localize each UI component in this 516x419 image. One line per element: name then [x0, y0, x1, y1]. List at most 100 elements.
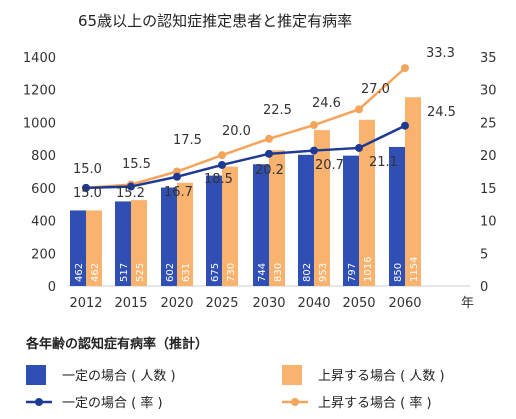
line-label-constant: 16.7: [164, 185, 193, 200]
x-tick-label: 2025: [205, 296, 238, 311]
right-tick-label: 5: [480, 247, 488, 262]
line-label-constant: 18.5: [204, 172, 233, 187]
right-axis-ticks: 0 5 10 15 20 25 30 35: [480, 51, 497, 295]
bar-rising: [269, 150, 285, 286]
line-label-rising: 15.5: [122, 157, 151, 172]
bar-label-rising: 631: [181, 263, 192, 282]
right-tick-label: 25: [480, 116, 497, 131]
point-constant: [310, 146, 318, 155]
point-constant: [82, 183, 90, 192]
line-label-constant: 20.2: [255, 163, 284, 178]
bar-constant: [206, 175, 222, 286]
point-rising: [310, 121, 318, 130]
bar-label-rising: 730: [226, 263, 237, 282]
point-constant: [265, 149, 273, 158]
legend-label-line-constant: 一定の場合 ( 率 ): [62, 395, 163, 411]
x-tick-label: 2060: [388, 296, 421, 311]
bar-constant: [161, 187, 177, 286]
left-tick-label: 1000: [23, 116, 56, 131]
left-tick-label: 200: [31, 247, 56, 262]
x-tick-label: 2020: [160, 296, 193, 311]
bar-rising: [86, 210, 102, 286]
line-label-constant: 20.7: [315, 158, 344, 173]
line-label-constant: 24.5: [427, 105, 456, 120]
bar-label-rising: 525: [135, 263, 146, 282]
x-axis-ticks: 2012 2015 2020 2025 2030 2040 2050 2060: [69, 296, 421, 311]
x-tick-label: 2012: [69, 296, 102, 311]
right-tick-label: 0: [480, 280, 488, 295]
line-label-rising: 15.0: [73, 162, 102, 177]
left-tick-label: 400: [31, 215, 56, 230]
left-tick-label: 800: [31, 149, 56, 164]
x-tick-label: 2040: [297, 296, 330, 311]
line-label-constant: 15.2: [116, 186, 145, 201]
bar-rising: [359, 119, 375, 286]
point-constant: [401, 121, 409, 130]
bar-label-constant: 797: [347, 263, 358, 282]
left-tick-label: 1200: [23, 84, 56, 99]
left-tick-label: 0: [48, 280, 56, 295]
legend-swatch-bar-rising: [282, 365, 302, 385]
line-label-rising: 22.5: [263, 103, 292, 118]
right-tick-label: 35: [480, 51, 497, 66]
bar-label-rising: 462: [90, 263, 101, 282]
x-tick-label: 2050: [342, 296, 375, 311]
point-rising: [265, 134, 273, 143]
point-constant: [355, 143, 363, 152]
right-tick-label: 30: [480, 84, 497, 99]
bar-constant: [115, 201, 131, 286]
line-rising: [85, 67, 406, 190]
bar-label-rising: 1154: [409, 257, 420, 282]
bar-label-constant: 850: [393, 263, 404, 282]
bar-constant: [298, 154, 314, 286]
left-axis-ticks: 0 200 400 600 800 1000 1200 1400: [23, 51, 56, 295]
legend-title: 各年齢の認知症有病率（推計）: [25, 336, 208, 352]
bar-constant: [253, 164, 269, 286]
left-tick-label: 600: [31, 182, 56, 197]
legend-label-bar-constant: 一定の場合 ( 人数 ): [62, 369, 176, 384]
legend-swatch-bar-constant: [26, 365, 46, 385]
legend: 各年齢の認知症有病率（推計） 一定の場合 ( 人数 ) 上昇する場合 ( 人数 ) 一…: [25, 336, 445, 411]
bar-label-rising: 953: [318, 263, 329, 282]
point-rising: [355, 105, 363, 114]
line-label-constant: 21.1: [369, 155, 398, 170]
point-constant: [127, 182, 135, 191]
point-rising: [401, 64, 409, 73]
line-constant: [85, 124, 406, 190]
bar-label-constant: 517: [119, 263, 130, 282]
line-label-rising: 24.6: [312, 96, 341, 111]
line-label-rising: 33.3: [426, 46, 455, 61]
bar-label-constant: 602: [165, 263, 176, 282]
line-label-rising: 27.0: [361, 82, 390, 97]
bar-label-constant: 744: [257, 263, 268, 282]
bars: 462 517 602 675 744 802 797 850 462 525 631 730 830 9…: [70, 97, 421, 286]
point-constant: [218, 160, 226, 169]
bar-rising: [177, 182, 193, 286]
right-tick-label: 15: [480, 182, 497, 197]
x-tick-label: 2030: [252, 296, 285, 311]
point-constant: [173, 172, 181, 181]
point-rising: [218, 151, 226, 160]
line-label-rising: 20.0: [222, 124, 251, 139]
bar-label-rising: 830: [273, 263, 284, 282]
bar-label-constant: 802: [302, 263, 313, 282]
bar-rising: [131, 200, 147, 286]
bar-rising: [405, 97, 421, 286]
bar-rising: [314, 130, 330, 286]
legend-label-bar-rising: 上昇する場合 ( 人数 ): [318, 369, 445, 384]
bar-rising: [222, 166, 238, 286]
bar-constant: [389, 146, 405, 286]
chart-title: 65歳以上の認知症推定患者と推定有病率: [78, 12, 352, 30]
lines: 15.0 15.2 16.7 18.5 20.2 20.7 21.1 24.5 15.0 15.5…: [73, 46, 456, 201]
left-tick-label: 1400: [23, 51, 56, 66]
x-axis-unit: 年: [461, 296, 474, 311]
legend-marker-line-rising: [291, 398, 299, 406]
line-label-rising: 17.5: [173, 133, 202, 148]
right-tick-label: 20: [480, 149, 497, 164]
bar-label-constant: 462: [74, 263, 85, 282]
bar-constant: [343, 155, 359, 286]
line-label-constant: 15.0: [73, 186, 102, 201]
bar-label-rising: 1016: [363, 257, 374, 282]
bar-constant: [70, 210, 86, 286]
